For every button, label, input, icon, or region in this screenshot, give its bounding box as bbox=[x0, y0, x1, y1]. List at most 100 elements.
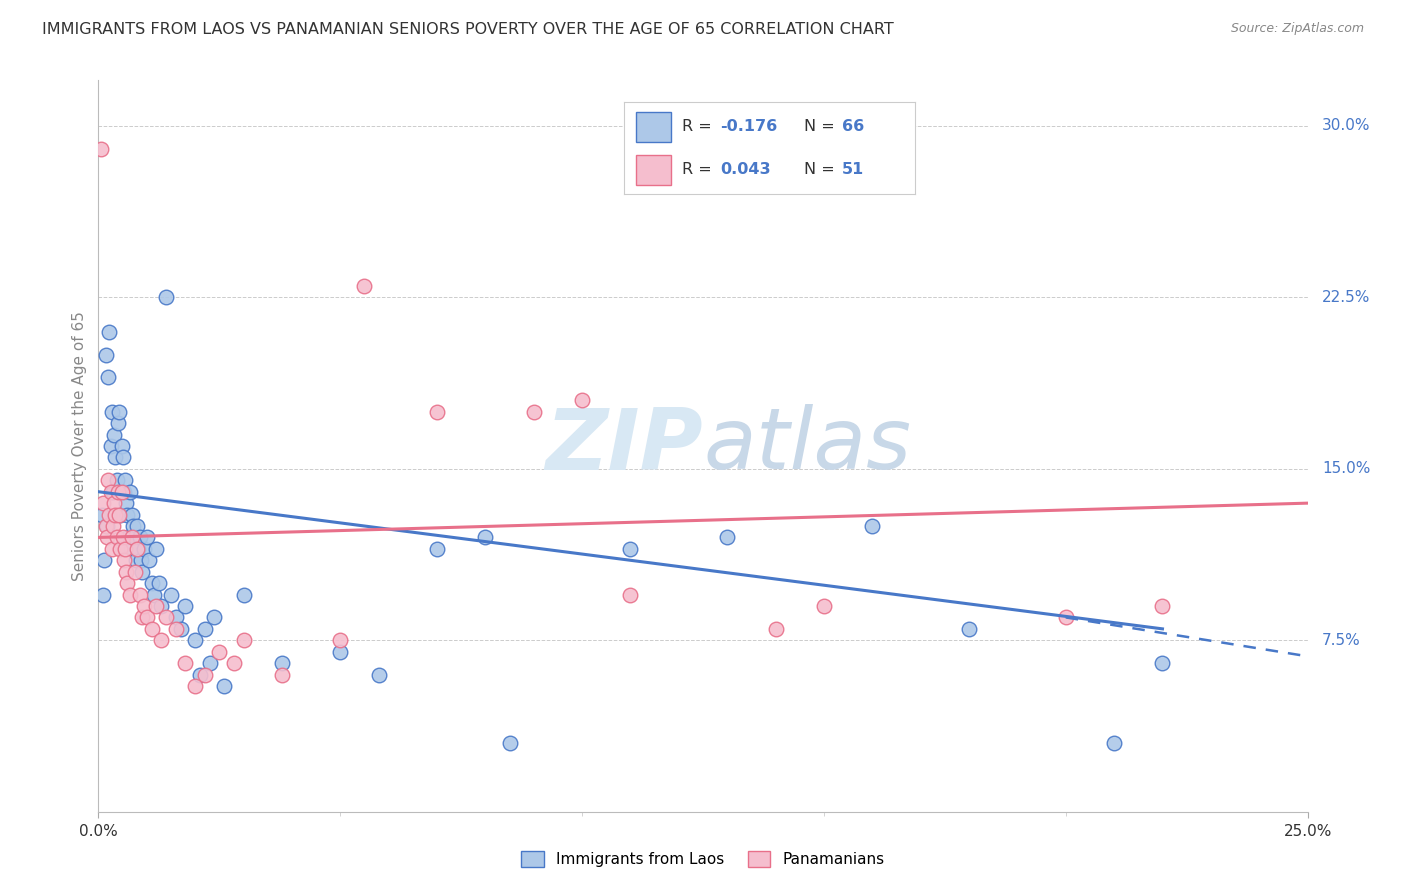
Point bbox=[105, 530, 128, 544]
Point bbox=[145, 541, 167, 556]
Point bbox=[165, 622, 187, 636]
Point bbox=[118, 588, 141, 602]
Point bbox=[198, 656, 221, 670]
Point bbox=[141, 622, 163, 636]
Text: IMMIGRANTS FROM LAOS VS PANAMANIAN SENIORS POVERTY OVER THE AGE OF 65 CORRELATIO: IMMIGRANTS FROM LAOS VS PANAMANIAN SENIO… bbox=[42, 22, 894, 37]
Point bbox=[184, 679, 207, 693]
Point bbox=[957, 622, 980, 636]
FancyBboxPatch shape bbox=[636, 155, 671, 185]
Point bbox=[101, 405, 124, 419]
Point bbox=[128, 530, 150, 544]
Point bbox=[165, 610, 187, 624]
Point bbox=[115, 496, 138, 510]
Point bbox=[368, 667, 391, 681]
Point bbox=[91, 588, 114, 602]
Point bbox=[111, 530, 134, 544]
Point bbox=[100, 484, 122, 499]
Point bbox=[90, 142, 112, 156]
Point bbox=[124, 530, 146, 544]
Point bbox=[134, 599, 156, 613]
Point bbox=[271, 656, 294, 670]
Point bbox=[212, 679, 235, 693]
Point bbox=[194, 667, 217, 681]
Point bbox=[117, 530, 139, 544]
Point bbox=[174, 656, 197, 670]
Point bbox=[111, 450, 134, 465]
Point bbox=[135, 610, 157, 624]
Point bbox=[1152, 656, 1174, 670]
Legend: Immigrants from Laos, Panamanians: Immigrants from Laos, Panamanians bbox=[515, 846, 891, 873]
Point bbox=[103, 496, 125, 510]
Point bbox=[97, 473, 120, 487]
Point bbox=[101, 541, 124, 556]
Point bbox=[120, 541, 142, 556]
Point bbox=[523, 405, 546, 419]
Point bbox=[91, 496, 114, 510]
Point bbox=[860, 519, 883, 533]
Point bbox=[124, 565, 146, 579]
Text: ZIP: ZIP bbox=[546, 404, 703, 488]
Point bbox=[121, 508, 143, 522]
Point bbox=[353, 279, 375, 293]
Point bbox=[107, 484, 129, 499]
Point bbox=[194, 622, 217, 636]
Point bbox=[232, 633, 254, 648]
Point bbox=[112, 484, 135, 499]
Text: 22.5%: 22.5% bbox=[1322, 290, 1371, 305]
Point bbox=[150, 599, 173, 613]
Point bbox=[108, 508, 131, 522]
Text: N =: N = bbox=[804, 162, 835, 178]
Point bbox=[571, 393, 593, 408]
Point bbox=[765, 622, 787, 636]
Point bbox=[91, 508, 114, 522]
Text: Source: ZipAtlas.com: Source: ZipAtlas.com bbox=[1230, 22, 1364, 36]
Point bbox=[150, 633, 173, 648]
Point bbox=[111, 439, 134, 453]
Text: N =: N = bbox=[804, 120, 835, 135]
Point bbox=[93, 553, 115, 567]
Point bbox=[118, 484, 141, 499]
Point bbox=[222, 656, 245, 670]
Point bbox=[104, 450, 127, 465]
Point bbox=[188, 667, 211, 681]
Point bbox=[813, 599, 835, 613]
Point bbox=[208, 645, 231, 659]
Point bbox=[1054, 610, 1077, 624]
Point bbox=[329, 645, 352, 659]
Point bbox=[121, 530, 143, 544]
Point bbox=[426, 405, 449, 419]
Point bbox=[94, 519, 117, 533]
Point bbox=[98, 508, 121, 522]
Point bbox=[1152, 599, 1174, 613]
Point bbox=[184, 633, 207, 648]
Point bbox=[125, 553, 148, 567]
Text: 0.043: 0.043 bbox=[720, 162, 770, 178]
Point bbox=[104, 508, 127, 522]
Point bbox=[96, 519, 118, 533]
Point bbox=[117, 576, 139, 591]
Text: 15.0%: 15.0% bbox=[1322, 461, 1371, 476]
Point bbox=[94, 347, 117, 362]
Point bbox=[232, 588, 254, 602]
Point bbox=[204, 610, 226, 624]
Text: 30.0%: 30.0% bbox=[1322, 119, 1371, 134]
Point bbox=[128, 588, 150, 602]
Point bbox=[148, 576, 170, 591]
Point bbox=[117, 508, 139, 522]
Point bbox=[122, 519, 145, 533]
Point bbox=[131, 565, 153, 579]
Text: 66: 66 bbox=[842, 120, 865, 135]
Point bbox=[271, 667, 294, 681]
Point bbox=[107, 405, 129, 419]
Text: -0.176: -0.176 bbox=[720, 120, 778, 135]
Point bbox=[619, 588, 641, 602]
Text: R =: R = bbox=[682, 120, 713, 135]
Point bbox=[474, 530, 496, 544]
Point bbox=[1102, 736, 1125, 750]
FancyBboxPatch shape bbox=[636, 112, 671, 142]
Point bbox=[111, 484, 134, 499]
Point bbox=[169, 622, 191, 636]
Point bbox=[143, 588, 166, 602]
Point bbox=[716, 530, 738, 544]
Point bbox=[107, 416, 129, 430]
